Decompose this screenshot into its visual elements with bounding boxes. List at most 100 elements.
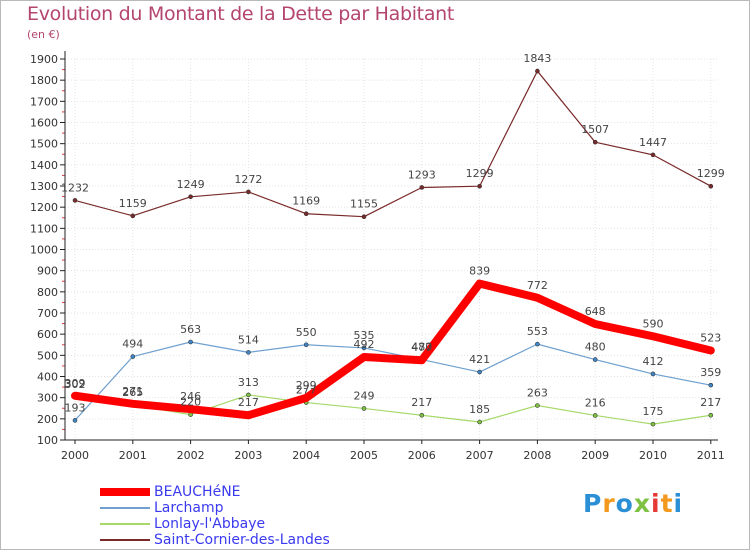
data-point <box>535 68 540 74</box>
data-point <box>246 189 251 195</box>
x-tick-label: 2006 <box>408 449 436 462</box>
y-tick-label: 1200 <box>30 201 58 214</box>
data-point <box>477 419 482 425</box>
data-point <box>361 345 367 351</box>
data-point <box>650 371 656 377</box>
x-tick-label: 2001 <box>119 449 147 462</box>
data-label: 265 <box>122 386 143 399</box>
data-label: 271 <box>122 385 143 398</box>
data-point <box>72 418 78 423</box>
axes: 1002003004005006007008009001000110012001… <box>30 51 725 462</box>
data-point <box>419 185 425 190</box>
data-label: 185 <box>469 403 490 416</box>
y-tick-label: 1000 <box>30 244 58 257</box>
legend-item: BEAUCHéNE <box>100 484 400 500</box>
data-point <box>419 412 425 418</box>
data-label: 1447 <box>639 136 667 149</box>
logo-letter: t <box>660 489 674 518</box>
data-point <box>592 413 598 418</box>
data-point <box>302 394 310 402</box>
data-point <box>707 346 715 354</box>
data-label: 216 <box>585 396 606 409</box>
data-label: 421 <box>469 353 490 366</box>
y-tick-label: 1500 <box>30 138 58 151</box>
data-label: 412 <box>643 355 664 368</box>
data-point <box>650 152 656 158</box>
data-label: 1843 <box>523 52 551 65</box>
y-tick-label: 100 <box>37 434 58 447</box>
data-point <box>591 320 599 328</box>
data-point <box>708 382 714 388</box>
data-point <box>72 198 78 203</box>
data-point <box>360 353 368 361</box>
x-tick-label: 2010 <box>639 449 667 462</box>
y-tick-label: 200 <box>37 413 58 426</box>
data-label: 302 <box>65 378 86 391</box>
data-label: 1299 <box>466 167 494 180</box>
legend-label: BEAUCHéNE <box>154 484 241 500</box>
legend-item: Larchamp <box>100 500 400 516</box>
data-label: 359 <box>700 366 721 379</box>
data-label: 309 <box>65 377 86 390</box>
data-point <box>535 341 540 347</box>
data-labels-layer: 1232 1159 1249 1272 1169 1155 1293 1299 1843 1507… <box>61 52 725 418</box>
series-line <box>74 394 712 425</box>
proxiti-logo: Proxiti <box>583 489 683 518</box>
data-label: 1507 <box>581 123 609 136</box>
data-point <box>187 405 195 413</box>
data-point <box>130 354 136 359</box>
logo-letter: i <box>651 489 661 518</box>
data-label: 1232 <box>61 181 89 194</box>
data-point <box>533 294 541 302</box>
legend-item: Lonlay-l'Abbaye <box>100 516 400 532</box>
chart-title: Evolution du Montant de la Dette par Hab… <box>27 3 455 25</box>
x-tick-label: 2005 <box>350 449 378 462</box>
data-label: 523 <box>700 331 721 344</box>
logo-letter: r <box>602 489 616 518</box>
data-label: 553 <box>527 325 548 338</box>
legend-swatch <box>100 488 150 496</box>
data-label: 217 <box>411 396 432 409</box>
data-label: 249 <box>354 389 375 402</box>
x-tick-label: 2002 <box>177 449 205 462</box>
data-label: 299 <box>296 379 317 392</box>
data-label: 839 <box>469 265 490 278</box>
data-point <box>650 421 656 427</box>
data-label: 492 <box>354 338 375 351</box>
logo-letter: i <box>673 489 684 518</box>
data-point <box>303 342 309 348</box>
data-point <box>592 139 598 145</box>
data-label: 590 <box>643 317 664 330</box>
y-tick-label: 500 <box>37 349 58 362</box>
data-point <box>592 357 598 362</box>
legend-swatch <box>100 539 150 541</box>
data-label: 550 <box>296 326 317 339</box>
chart-unit: (en €) <box>27 28 60 41</box>
data-label: 514 <box>238 333 259 346</box>
data-point <box>244 411 252 419</box>
data-point <box>418 356 426 364</box>
data-label: 263 <box>527 386 548 399</box>
data-label: 175 <box>643 405 664 418</box>
series-line <box>74 70 712 218</box>
data-label: 193 <box>65 401 86 414</box>
data-point <box>188 339 193 345</box>
series-line <box>71 279 715 420</box>
y-tick-label: 1100 <box>30 222 58 235</box>
data-point <box>130 213 136 219</box>
data-label: 1293 <box>408 168 436 181</box>
y-tick-label: 1600 <box>30 117 58 130</box>
logo-letter: o <box>615 489 634 518</box>
data-label: 480 <box>411 341 432 354</box>
series-line <box>74 341 712 421</box>
data-point <box>129 400 137 408</box>
data-point <box>535 403 540 408</box>
legend-item: Saint-Cornier-des-Landes <box>100 532 400 548</box>
legend-swatch <box>100 507 150 509</box>
y-tick-label: 300 <box>37 392 58 405</box>
y-tick-label: 1700 <box>30 95 58 108</box>
data-point <box>477 369 482 375</box>
x-tick-label: 2003 <box>234 449 262 462</box>
data-label: 1272 <box>234 173 262 186</box>
